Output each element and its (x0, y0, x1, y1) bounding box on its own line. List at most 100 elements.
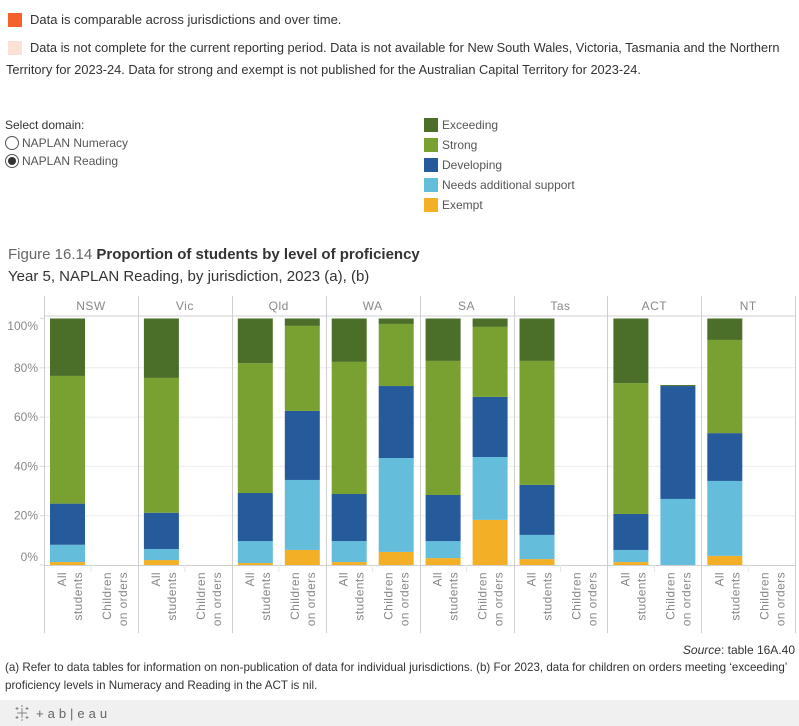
category-label-qld-all-students: students (259, 572, 273, 621)
bar-sa-all-students-needs-additional-support (425, 541, 461, 559)
category-label-nt-all-students: students (728, 572, 742, 621)
radio-naplan-numeracy[interactable]: NAPLAN Numeracy (5, 134, 128, 152)
y-tick-label: 60% (14, 410, 38, 424)
bar-qld-all-students-exceeding (237, 318, 273, 364)
bar-sa-children-on-orders-needs-additional-support (472, 457, 508, 520)
legend-item-needs-additional-support[interactable]: Needs additional support (424, 177, 575, 193)
bar-nsw-all-students-exempt (50, 562, 85, 565)
bar-sa-children-on-orders-exempt (472, 519, 508, 565)
tableau-footer: +ab|eau (0, 700, 799, 726)
category-label-nsw-all-students: All (55, 572, 69, 587)
bar-qld-children-on-orders-exceeding (284, 318, 320, 326)
figure-main-title: Proportion of students by level of profi… (96, 246, 420, 263)
bar-sa-children-on-orders-strong (472, 326, 508, 397)
bar-wa-children-on-orders-exempt (378, 551, 414, 565)
bar-nt-all-students-strong (707, 339, 743, 434)
legend-item-exempt[interactable]: Exempt (424, 197, 483, 213)
source-label: Source (682, 643, 721, 657)
bar-wa-children-on-orders-exceeding (378, 318, 414, 324)
bar-nt-all-students-exempt (707, 555, 743, 565)
legend-swatch (424, 178, 438, 192)
legend-label: Developing (442, 158, 503, 172)
category-label-act-all-students: All (618, 572, 632, 587)
bar-wa-children-on-orders-needs-additional-support (378, 458, 414, 552)
category-label-vic-children-on-orders: Children (194, 572, 208, 620)
legend-swatch (424, 158, 438, 172)
source-note: Source: table 16A.40 (683, 642, 795, 658)
bar-nsw-all-students-strong (50, 375, 85, 504)
category-label-qld-children-on-orders: Children (288, 572, 302, 620)
bar-sa-children-on-orders-exceeding (472, 318, 508, 327)
bar-sa-all-students-exceeding (425, 318, 461, 361)
bar-sa-all-students-developing (425, 494, 461, 542)
y-tick-label: 40% (14, 459, 38, 473)
bar-qld-all-students-developing (237, 493, 273, 542)
radio-selected-icon[interactable] (5, 154, 19, 168)
tableau-wordmark: +ab|eau (36, 705, 112, 721)
bar-act-all-students-developing (613, 513, 649, 550)
panel-header-wa: WA (363, 299, 383, 313)
category-label-tas-children-on-orders: Children (570, 572, 584, 620)
bar-nsw-all-students-exceeding (50, 318, 85, 376)
category-label-sa-all-students: All (431, 572, 445, 587)
bar-wa-children-on-orders-developing (378, 386, 414, 459)
bar-wa-all-students-needs-additional-support (331, 541, 367, 563)
category-label-nsw-children-on-orders: Children (100, 572, 114, 620)
category-label-vic-all-students: All (149, 572, 163, 587)
category-label-tas-children-on-orders: on orders (586, 572, 600, 626)
category-label-act-children-on-orders: on orders (679, 572, 693, 626)
panel-header-act: ACT (642, 299, 668, 313)
bar-nt-all-students-developing (707, 433, 743, 481)
bar-tas-all-students-needs-additional-support (519, 534, 555, 560)
legend-item-exceeding[interactable]: Exceeding (424, 117, 498, 133)
tableau-brand-link[interactable]: +ab|eau (14, 705, 111, 721)
bar-nsw-all-students-needs-additional-support (50, 544, 85, 563)
bar-act-children-on-orders-needs-additional-support (660, 498, 696, 565)
comparable-swatch (8, 13, 22, 27)
panel-header-nsw: NSW (76, 299, 106, 313)
legend-item-developing[interactable]: Developing (424, 157, 502, 173)
bar-act-all-students-strong (613, 383, 649, 514)
bar-tas-all-students-exceeding (519, 318, 555, 361)
figure-subtitle: Year 5, NAPLAN Reading, by jurisdiction,… (8, 268, 370, 285)
category-label-qld-children-on-orders: on orders (304, 572, 318, 626)
category-label-sa-children-on-orders: on orders (492, 572, 506, 626)
category-label-nsw-all-students: students (71, 572, 85, 621)
category-label-tas-all-students: All (525, 572, 539, 587)
bar-wa-all-students-exempt (331, 562, 367, 565)
bar-sa-all-students-strong (425, 360, 461, 495)
bar-qld-children-on-orders-developing (284, 410, 320, 480)
bar-act-all-students-needs-additional-support (613, 549, 649, 563)
radio-unselected-icon[interactable] (5, 136, 19, 150)
domain-selector-label: Select domain: (5, 118, 85, 132)
radio-naplan-reading[interactable]: NAPLAN Reading (5, 152, 118, 170)
bar-wa-all-students-exceeding (331, 318, 367, 362)
category-label-vic-all-students: students (165, 572, 179, 621)
category-label-nt-children-on-orders: on orders (773, 572, 787, 626)
category-label-qld-all-students: All (243, 572, 257, 587)
legend-swatch (424, 198, 438, 212)
source-text: : table 16A.40 (720, 643, 795, 657)
bar-wa-children-on-orders-strong (378, 323, 414, 387)
bar-wa-all-students-strong (331, 361, 367, 495)
panel-header-tas: Tas (550, 299, 570, 313)
panel-header-vic: Vic (176, 299, 194, 313)
bar-vic-all-students-exceeding (143, 318, 179, 378)
bar-vic-all-students-strong (143, 377, 179, 513)
radio-label: NAPLAN Reading (22, 154, 119, 168)
category-label-act-children-on-orders: Children (663, 572, 677, 620)
tableau-logo-icon (15, 705, 29, 721)
y-tick-label: 20% (14, 509, 38, 523)
category-label-wa-all-students: All (337, 572, 351, 587)
category-label-nsw-children-on-orders: on orders (116, 572, 130, 626)
legend-swatch (424, 118, 438, 132)
bar-vic-all-students-needs-additional-support (143, 548, 179, 561)
legend-item-strong[interactable]: Strong (424, 137, 477, 153)
panel-header-qld: Qld (269, 299, 289, 313)
bar-sa-children-on-orders-developing (472, 396, 508, 458)
bar-nt-all-students-needs-additional-support (707, 480, 743, 556)
incomplete-note: Data is not complete for the current rep… (6, 40, 780, 77)
y-tick-label: 80% (14, 361, 38, 375)
incomplete-swatch (8, 41, 22, 55)
